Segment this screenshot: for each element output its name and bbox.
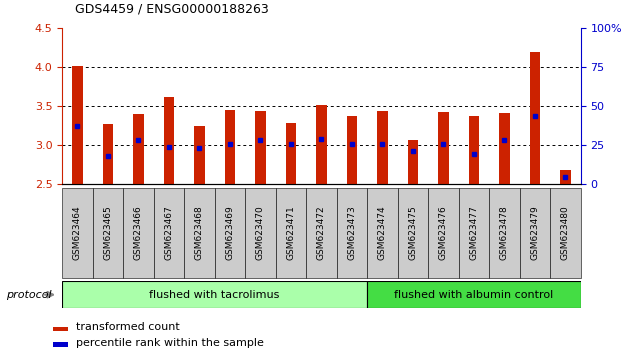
Bar — [215, 188, 245, 278]
Text: percentile rank within the sample: percentile rank within the sample — [76, 338, 264, 348]
Bar — [163, 97, 175, 184]
Bar — [53, 326, 68, 331]
Bar — [133, 114, 143, 184]
Bar — [93, 188, 123, 278]
Text: GSM623478: GSM623478 — [500, 205, 509, 260]
Text: GSM623466: GSM623466 — [134, 205, 143, 260]
Text: GSM623471: GSM623471 — [286, 205, 296, 260]
Text: protocol: protocol — [6, 290, 52, 300]
Text: GSM623479: GSM623479 — [530, 205, 540, 260]
Text: GSM623469: GSM623469 — [225, 205, 234, 260]
Bar — [306, 188, 337, 278]
Bar — [520, 188, 550, 278]
Bar — [276, 188, 306, 278]
Text: GSM623464: GSM623464 — [73, 205, 82, 260]
Bar — [468, 115, 479, 184]
Text: GSM623475: GSM623475 — [409, 205, 417, 260]
Bar — [62, 281, 367, 308]
Bar — [337, 188, 367, 278]
Text: flushed with tacrolimus: flushed with tacrolimus — [150, 290, 280, 300]
Bar — [428, 188, 459, 278]
Bar — [550, 188, 581, 278]
Bar — [184, 188, 215, 278]
Bar — [530, 52, 540, 184]
Bar — [499, 113, 510, 184]
Text: GDS4459 / ENSG00000188263: GDS4459 / ENSG00000188263 — [75, 3, 268, 16]
Text: GSM623480: GSM623480 — [561, 205, 570, 260]
Bar — [255, 111, 266, 184]
Bar — [123, 188, 153, 278]
Bar — [407, 141, 418, 184]
Text: GSM623467: GSM623467 — [165, 205, 173, 260]
Text: GSM623465: GSM623465 — [103, 205, 112, 260]
Text: GSM623470: GSM623470 — [256, 205, 265, 260]
Text: GSM623468: GSM623468 — [195, 205, 204, 260]
Text: GSM623472: GSM623472 — [317, 205, 326, 260]
Bar — [72, 66, 83, 184]
Bar — [560, 170, 571, 184]
Bar — [367, 188, 397, 278]
Bar — [286, 123, 296, 184]
Bar — [153, 188, 184, 278]
Bar — [225, 110, 235, 184]
Bar — [489, 188, 520, 278]
Text: GSM623473: GSM623473 — [347, 205, 356, 260]
Text: transformed count: transformed count — [76, 322, 179, 332]
Bar — [377, 111, 388, 184]
Bar — [459, 188, 489, 278]
Text: GSM623476: GSM623476 — [439, 205, 448, 260]
Text: flushed with albumin control: flushed with albumin control — [394, 290, 553, 300]
Text: GSM623474: GSM623474 — [378, 205, 387, 260]
Bar — [397, 188, 428, 278]
Bar — [194, 126, 205, 184]
Bar — [53, 342, 68, 347]
Bar — [102, 124, 113, 184]
Bar — [347, 116, 357, 184]
Bar — [62, 188, 93, 278]
Text: GSM623477: GSM623477 — [469, 205, 478, 260]
Bar — [245, 188, 276, 278]
Bar — [316, 105, 327, 184]
Bar — [438, 113, 449, 184]
Bar — [367, 281, 581, 308]
